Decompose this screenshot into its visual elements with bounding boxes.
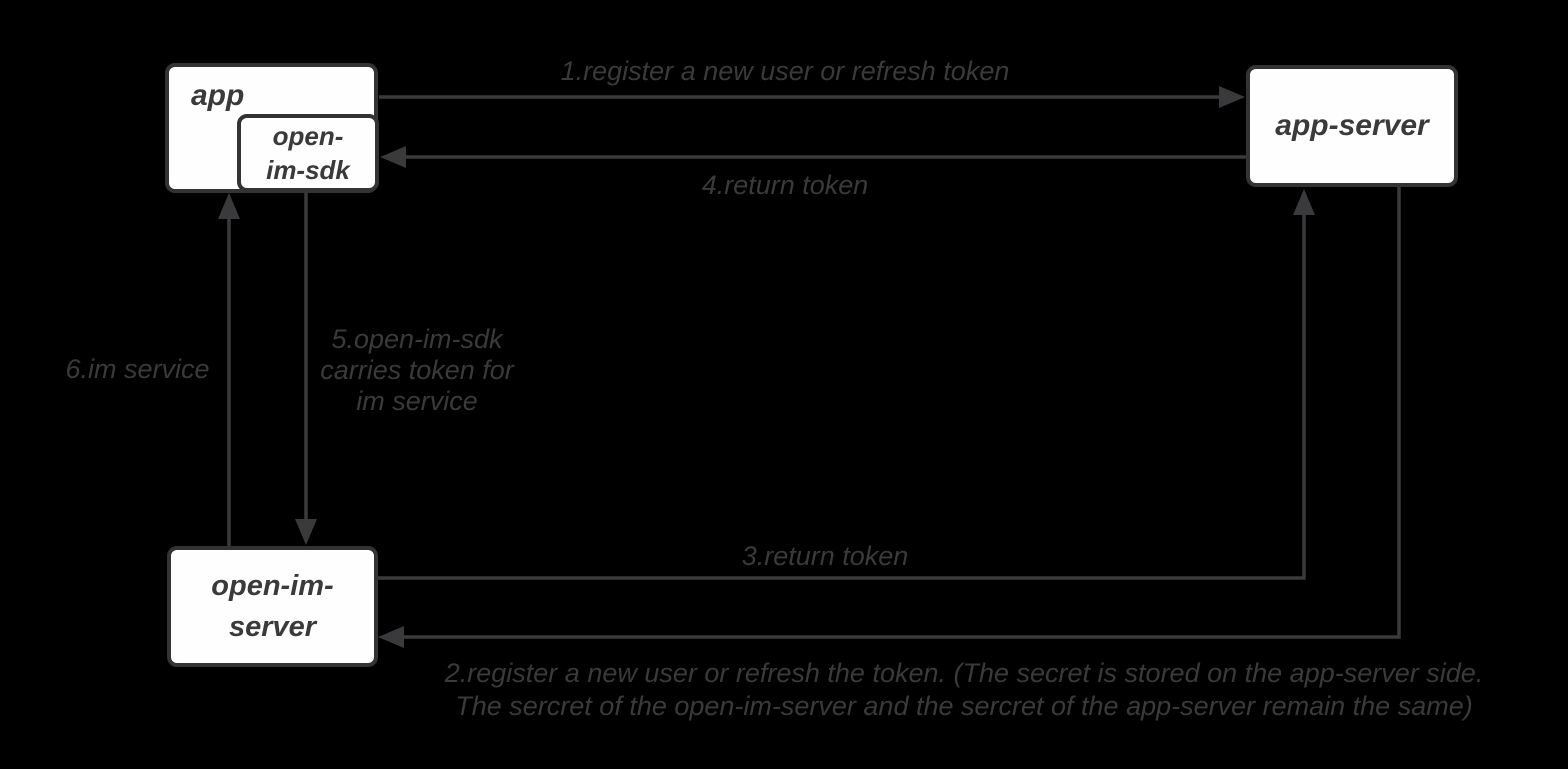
edge-4-label: 4.return token [701, 170, 869, 200]
edge-5-label: 5.open-im-sdk carries token for im servi… [307, 324, 527, 417]
node-app-server: app-server [1246, 65, 1458, 187]
node-open-im-server-label-line2: server [228, 610, 317, 643]
node-app-label: app [191, 79, 245, 112]
node-open-im-server-label-line1: open-im- [211, 569, 334, 602]
edge-3-line [378, 213, 1306, 580]
edge-4-arrowhead [380, 146, 406, 168]
edge-2-line [402, 187, 1401, 639]
edge-2-label-line2: The sercret of the open-im-server and th… [455, 691, 1473, 721]
edge-5-label-line3: im service [356, 386, 478, 416]
edge-1-label: 1.register a new user or refresh token [560, 56, 1010, 86]
edge-2-label-line1: 2.register a new user or refresh the tok… [444, 658, 1484, 688]
edge-1-arrowhead [1219, 86, 1245, 108]
edge-3-arrowhead [1293, 189, 1315, 215]
node-open-im-sdk: open- im-sdk [237, 114, 379, 192]
edge-5-label-line1: 5.open-im-sdk [331, 324, 503, 354]
edge-6-label: 6.im service [65, 354, 210, 384]
node-app-server-label: app-server [1275, 109, 1429, 142]
node-open-im-sdk-label-line2: im-sdk [266, 155, 350, 185]
edge-5-arrowhead [295, 519, 317, 545]
node-open-im-sdk-label-line1: open- [272, 121, 344, 151]
edge-3-label: 3.return token [741, 541, 909, 571]
node-open-im-server: open-im- server [167, 546, 378, 667]
node-app: app open- im-sdk [165, 63, 379, 193]
edge-2-label: 2.register a new user or refresh the tok… [399, 657, 1529, 723]
edge-2-arrowhead [378, 626, 404, 648]
edge-6-arrowhead [218, 193, 240, 219]
edge-5-label-line2: carries token for [320, 355, 514, 385]
